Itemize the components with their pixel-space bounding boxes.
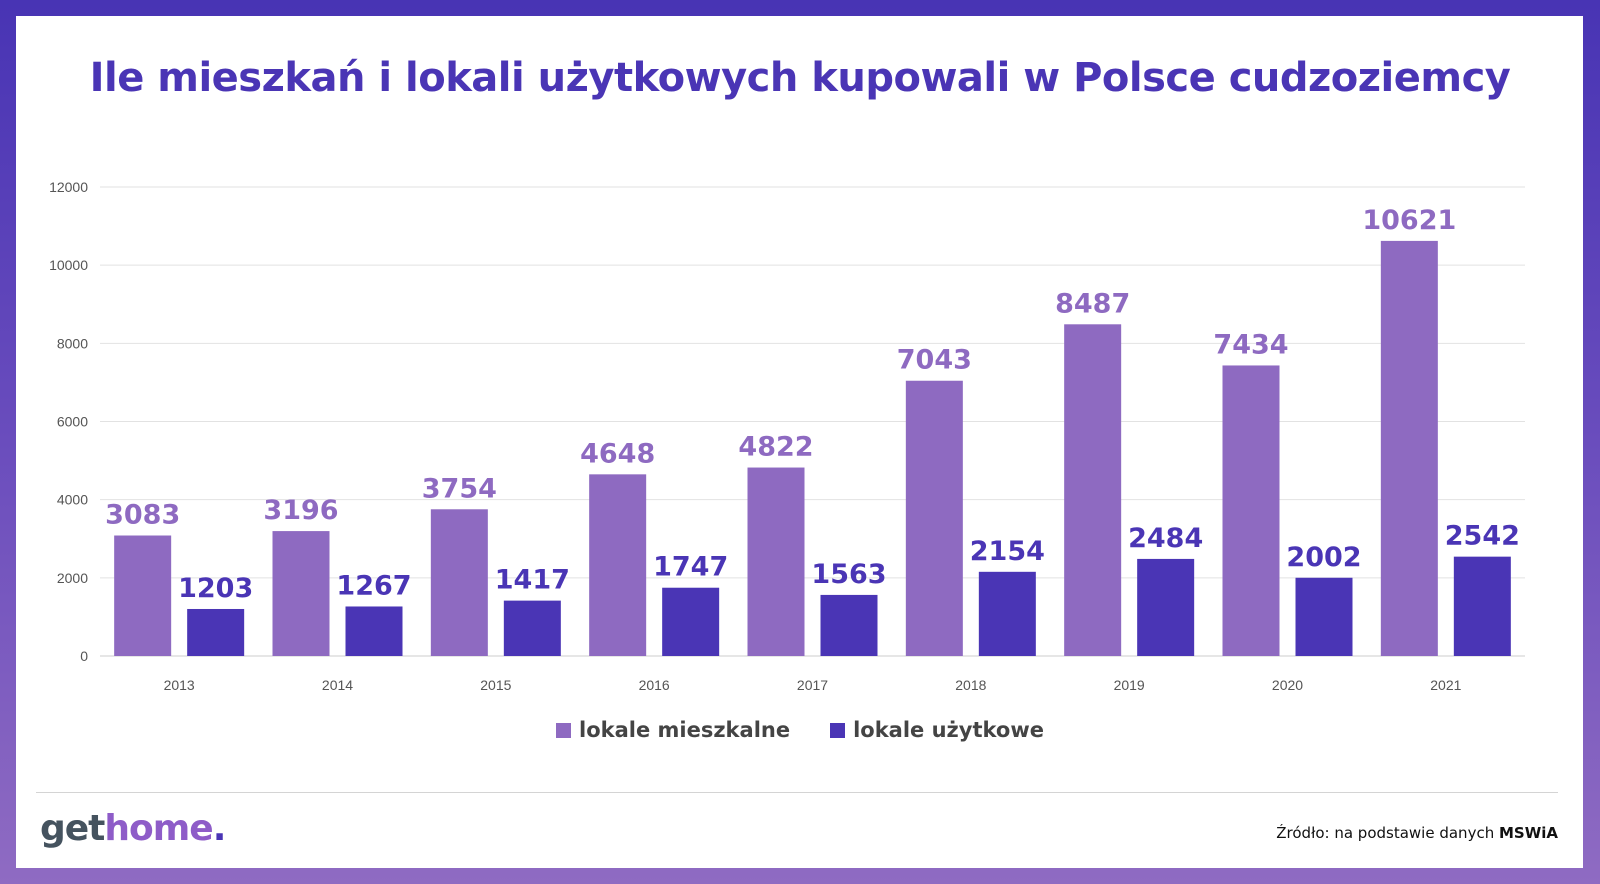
bar-uzytkowe bbox=[1453, 556, 1511, 656]
bar-uzytkowe bbox=[187, 608, 245, 656]
data-label: 7043 bbox=[897, 345, 972, 376]
data-label: 1417 bbox=[495, 565, 570, 596]
legend-label: lokale użytkowe bbox=[853, 718, 1044, 742]
y-tick-label: 12000 bbox=[49, 179, 88, 195]
data-label: 10621 bbox=[1362, 205, 1456, 236]
legend-label: lokale mieszkalne bbox=[579, 718, 791, 742]
data-label: 1203 bbox=[178, 573, 253, 604]
data-label: 2154 bbox=[970, 536, 1045, 567]
x-tick-label: 2020 bbox=[1272, 677, 1303, 693]
data-label: 1563 bbox=[811, 559, 886, 590]
divider bbox=[36, 792, 1558, 793]
x-tick-label: 2021 bbox=[1430, 677, 1461, 693]
bar-uzytkowe bbox=[820, 594, 878, 656]
bar-mieszkalne bbox=[905, 380, 963, 656]
bar-uzytkowe bbox=[503, 600, 561, 656]
source-name: MSWiA bbox=[1498, 824, 1558, 842]
bar-mieszkalne bbox=[1222, 365, 1280, 656]
legend-item: lokale użytkowe bbox=[830, 718, 1044, 742]
source-note: Źródło: na podstawie danych MSWiA bbox=[1276, 824, 1558, 842]
data-label: 4648 bbox=[580, 438, 655, 469]
y-tick-label: 4000 bbox=[57, 492, 88, 508]
data-label: 1747 bbox=[653, 552, 728, 583]
data-label: 2484 bbox=[1128, 523, 1203, 554]
bar-mieszkalne bbox=[589, 474, 647, 656]
logo-home: home bbox=[104, 808, 213, 849]
gethome-logo: gethome. bbox=[40, 808, 227, 849]
data-label: 8487 bbox=[1055, 288, 1130, 319]
data-label: 7434 bbox=[1213, 329, 1288, 360]
chart-title: Ile mieszkań i lokali użytkowych kupowal… bbox=[89, 55, 1511, 101]
x-tick-label: 2016 bbox=[639, 677, 670, 693]
legend-item: lokale mieszkalne bbox=[556, 718, 790, 742]
y-tick-label: 8000 bbox=[57, 335, 88, 351]
x-tick-label: 2013 bbox=[164, 677, 195, 693]
x-tick-label: 2014 bbox=[322, 677, 353, 693]
logo-dot: . bbox=[212, 808, 227, 849]
bar-uzytkowe bbox=[345, 606, 403, 656]
data-label: 4822 bbox=[738, 432, 813, 463]
bar-mieszkalne bbox=[1064, 324, 1122, 656]
x-tick-label: 2017 bbox=[797, 677, 828, 693]
bar-mieszkalne bbox=[114, 535, 172, 656]
data-label: 3754 bbox=[422, 473, 497, 504]
source-prefix: Źródło: na podstawie danych bbox=[1276, 824, 1499, 842]
data-label: 3196 bbox=[263, 495, 338, 526]
y-tick-label: 0 bbox=[80, 648, 88, 664]
bar-uzytkowe bbox=[1295, 577, 1353, 656]
bar-uzytkowe bbox=[662, 587, 720, 656]
x-tick-label: 2019 bbox=[1114, 677, 1145, 693]
legend-swatch bbox=[830, 722, 846, 738]
data-label: 2002 bbox=[1286, 542, 1361, 573]
data-label: 2542 bbox=[1445, 521, 1520, 552]
y-tick-label: 6000 bbox=[57, 414, 88, 430]
bar-mieszkalne bbox=[272, 531, 330, 656]
y-tick-label: 2000 bbox=[57, 570, 88, 586]
bar-mieszkalne bbox=[747, 467, 805, 656]
logo-get: get bbox=[40, 808, 105, 849]
chart-card bbox=[16, 16, 1583, 868]
legend-swatch bbox=[556, 722, 571, 738]
bar-mieszkalne bbox=[1380, 240, 1438, 656]
bar-mieszkalne bbox=[430, 509, 488, 656]
bar-uzytkowe bbox=[1137, 558, 1195, 656]
data-label: 3083 bbox=[105, 500, 180, 531]
data-label: 1267 bbox=[336, 570, 411, 601]
x-tick-label: 2018 bbox=[955, 677, 986, 693]
bar-uzytkowe bbox=[978, 571, 1036, 656]
x-tick-label: 2015 bbox=[480, 677, 511, 693]
legend: lokale mieszkalne lokale użytkowe bbox=[0, 718, 1600, 742]
y-tick-label: 10000 bbox=[49, 257, 88, 273]
